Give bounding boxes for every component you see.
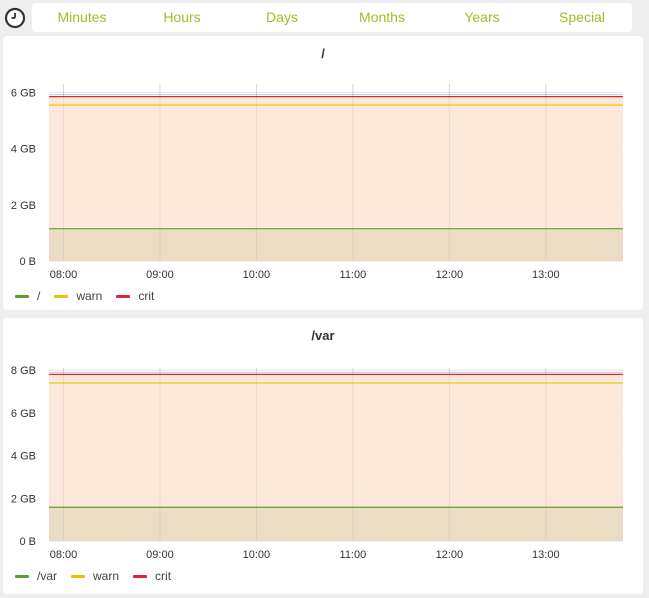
legend-swatch-used [15,574,29,578]
timerange-tabs: Minutes Hours Days Months Years Special [32,3,632,32]
legend-label-warn: warn [76,289,103,303]
legend: / warn crit [15,289,168,303]
y-tick-label: 2 GB [11,493,36,505]
legend-swatch-warn [54,294,69,298]
x-tick-label: 13:00 [532,269,560,281]
x-tick-label: 11:00 [340,549,367,561]
tab-months[interactable]: Months [359,9,405,25]
y-tick-label: 0 B [19,256,36,268]
x-tick-label: 11:00 [340,269,367,281]
chart-title: / [321,46,325,61]
y-tick-label: 8 GB [11,365,36,377]
x-tick-label: 10:00 [243,549,271,561]
x-tick-label: 08:00 [50,269,78,281]
tab-minutes[interactable]: Minutes [57,9,107,25]
y-tick-label: 0 B [19,536,36,548]
legend-label-crit: crit [138,289,155,303]
y-tick-label: 4 GB [11,144,36,156]
legend-item-crit[interactable]: crit [133,569,171,583]
legend: /var warn crit [15,569,185,583]
chart-title: /var [311,328,335,343]
clock-icon[interactable] [4,7,26,29]
y-tick-label: 2 GB [11,200,36,212]
legend-item-used[interactable]: / [15,289,40,303]
y-tick-label: 4 GB [11,451,36,463]
x-tick-label: 12:00 [436,549,464,561]
legend-swatch-crit [133,574,148,578]
chart-panel-root: / 0 B 2 GB 4 GB 6 GB 08:00 09:00 10:00 11:00 12:… [3,36,643,310]
tab-special[interactable]: Special [559,9,605,25]
legend-label-warn: warn [93,569,120,583]
y-tick-label: 6 GB [11,87,36,99]
x-tick-label: 08:00 [50,549,78,561]
chart-var: 0 B 2 GB 4 GB 6 GB 8 GB 08:00 09:00 10:00 11:00 1… [11,365,623,561]
legend-item-crit[interactable]: crit [116,289,154,303]
chart-panel-var: /var 0 B 2 GB 4 GB 6 GB 8 GB 08:00 09:00 10:00 1… [3,318,643,594]
legend-item-warn[interactable]: warn [54,289,102,303]
legend-label-used: /var [37,569,58,583]
area-used [49,507,623,541]
legend-swatch-crit [116,294,131,298]
legend-label-used: / [37,289,41,303]
x-tick-label: 09:00 [146,269,174,281]
legend-label-crit: crit [155,569,172,583]
y-tick-label: 6 GB [11,408,36,420]
chart-root: 0 B 2 GB 4 GB 6 GB 08:00 09:00 10:00 11:00 12:00… [11,84,623,281]
legend-item-used[interactable]: /var [15,569,57,583]
x-tick-label: 09:00 [146,549,174,561]
legend-swatch-warn [71,574,86,578]
area-used [49,228,623,261]
x-tick-label: 10:00 [243,269,271,281]
x-tick-label: 12:00 [436,269,464,281]
tab-days[interactable]: Days [266,9,298,25]
legend-item-warn[interactable]: warn [71,569,119,583]
legend-swatch-used [15,294,29,298]
x-tick-label: 13:00 [532,549,560,561]
tab-hours[interactable]: Hours [163,9,201,25]
tab-years[interactable]: Years [464,9,500,25]
